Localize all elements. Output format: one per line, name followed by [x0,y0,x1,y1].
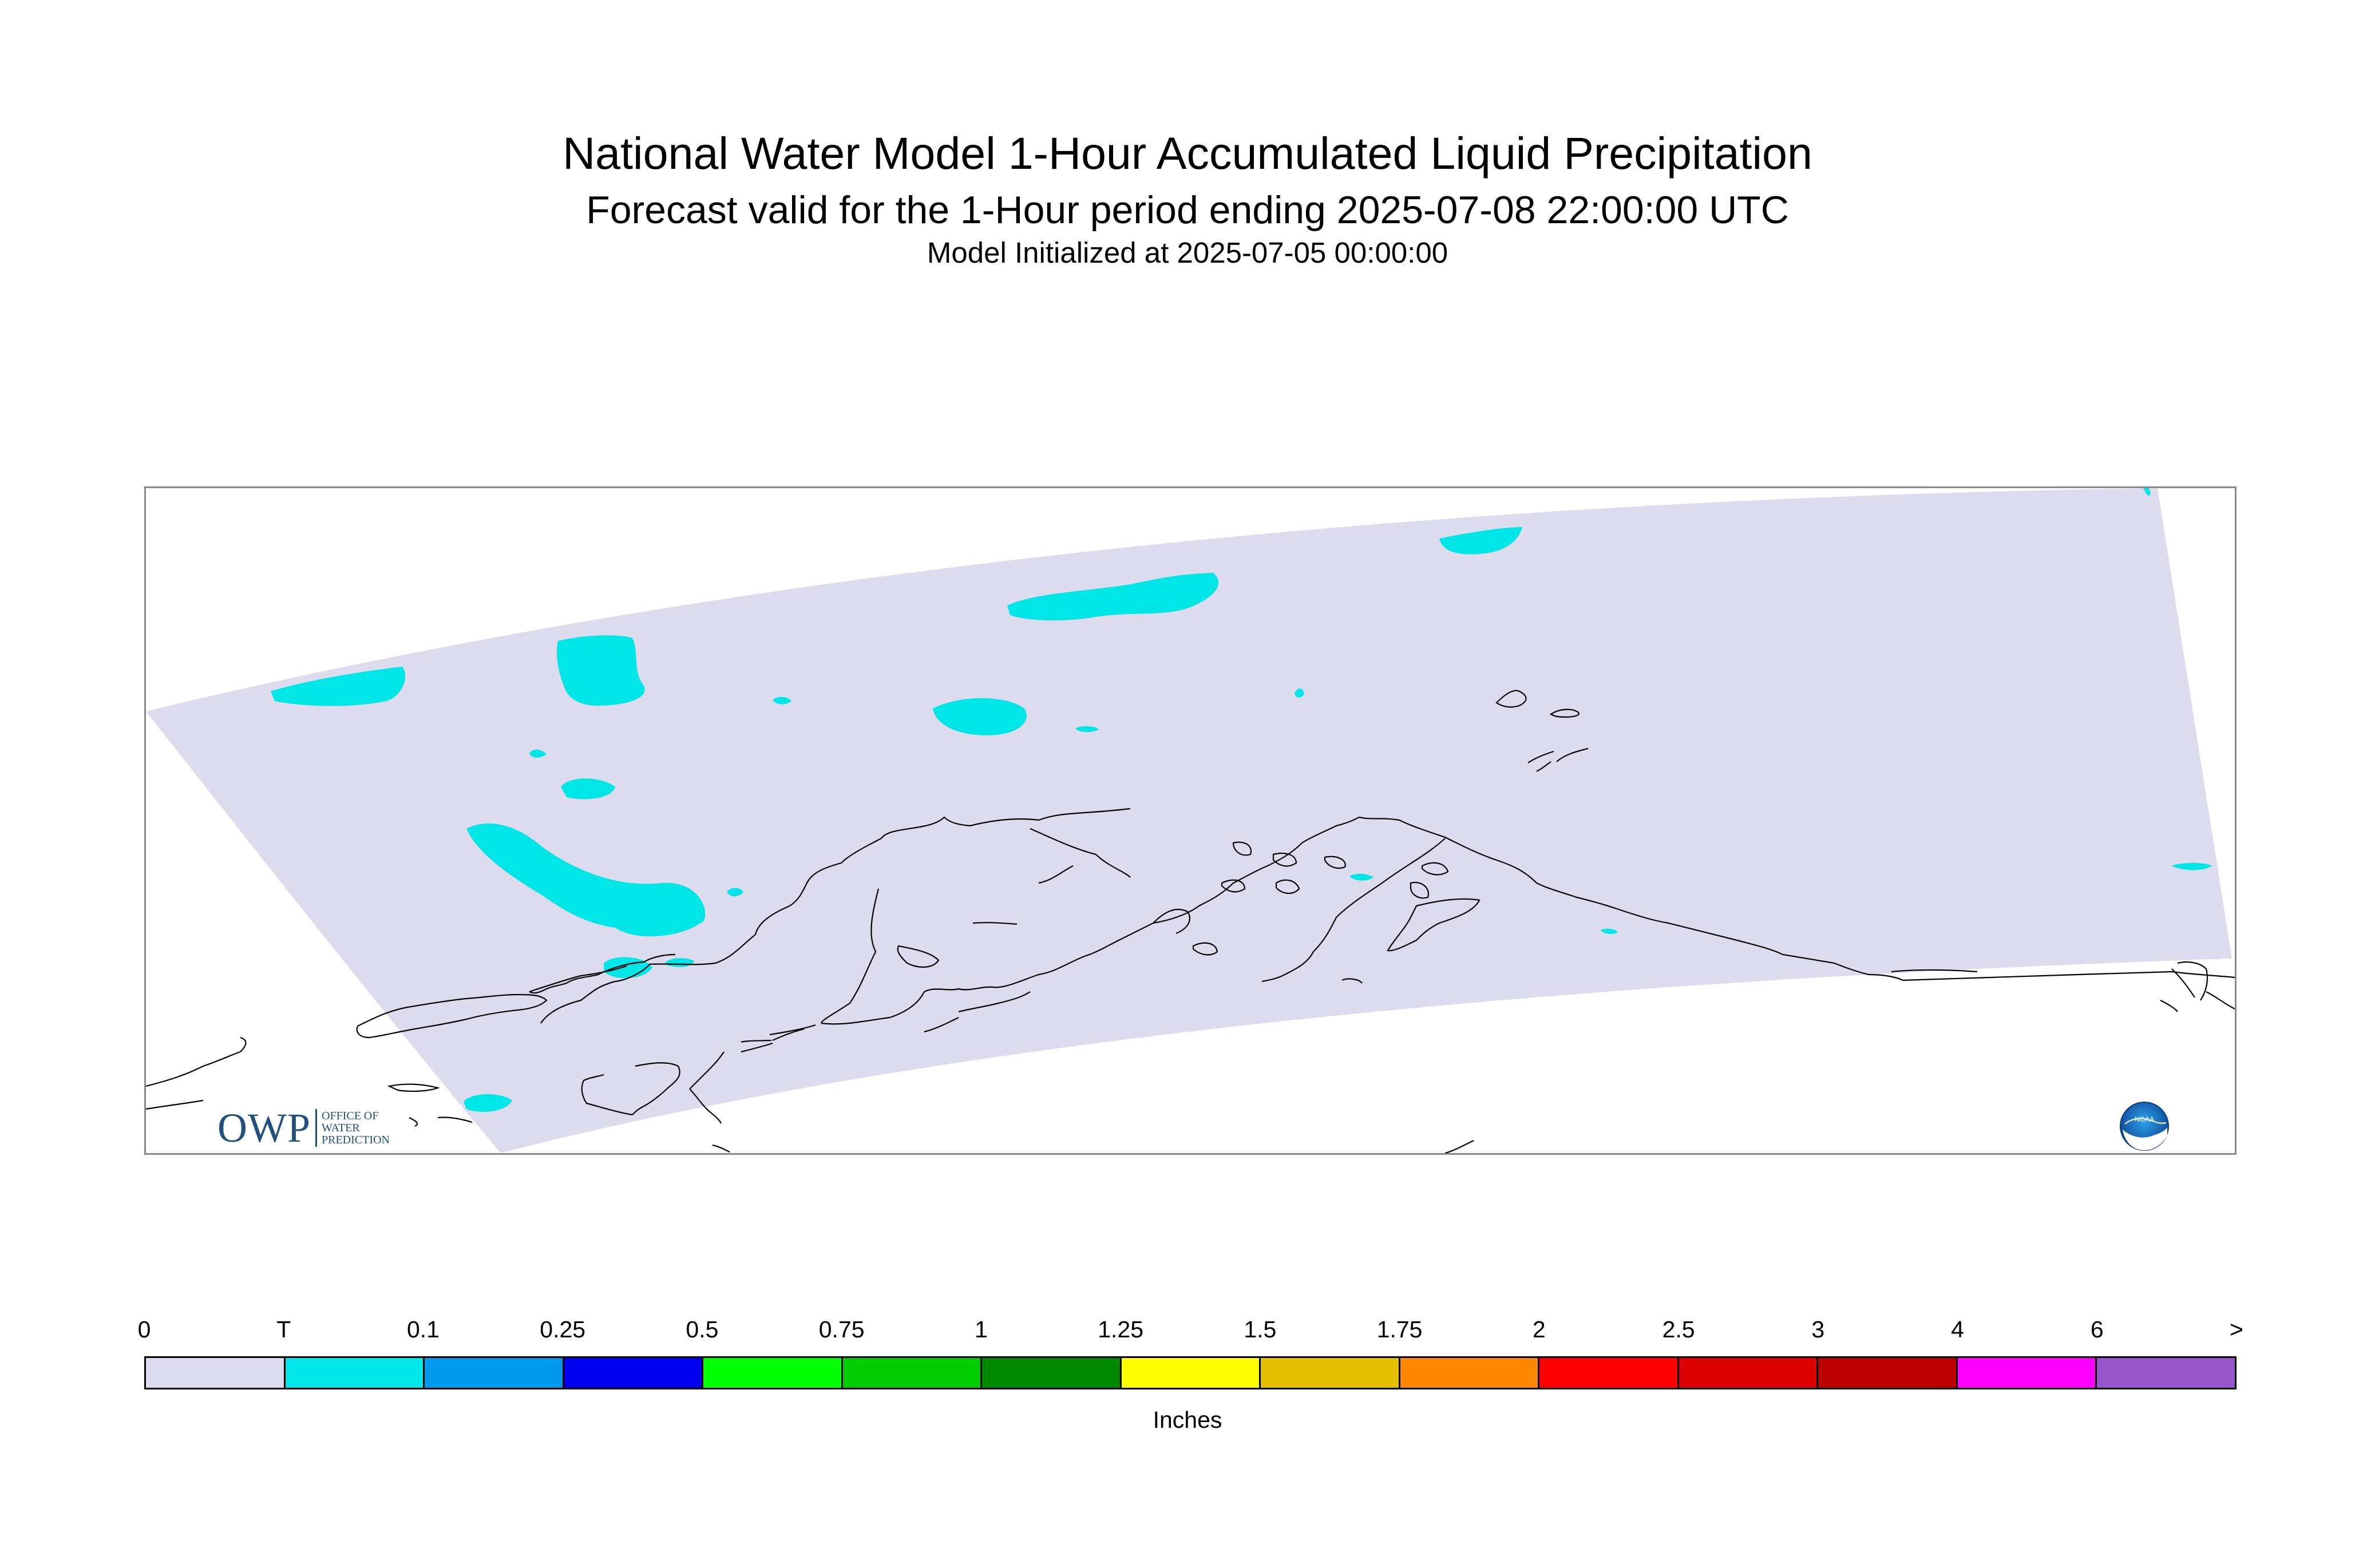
legend-tick-label: 6 [2090,1316,2104,1343]
legend-swatch [982,1358,1122,1388]
legend-tick-label: 0.75 [818,1316,865,1343]
legend-tick-label: 1.25 [1098,1316,1144,1343]
legend-swatch [425,1358,564,1388]
legend-swatch [1539,1358,1679,1388]
legend-swatch [564,1358,704,1388]
legend-tick-label: 4 [1951,1316,1964,1343]
legend-tick-label: 2.5 [1662,1316,1695,1343]
noaa-logo-text: NOAA [2135,1115,2154,1123]
legend-tick-label: 1.5 [1244,1316,1277,1343]
legend-swatch [1261,1358,1400,1388]
legend-swatch [285,1358,425,1388]
map-panel[interactable] [144,486,2237,1155]
legend-swatch [703,1358,843,1388]
legend-tick-label: > [2230,1316,2243,1343]
owp-logo: OWP Office of Water Prediction [217,1107,390,1149]
legend-swatch [1818,1358,1958,1388]
legend-tick-label: 0.5 [686,1316,719,1343]
legend-tick-label: T [276,1316,291,1343]
legend-tick-label: 0 [137,1316,151,1343]
legend-tick-label: 0.1 [406,1316,440,1343]
coastline [146,690,2235,1153]
legend-tick-label: 3 [1811,1316,1825,1343]
owp-logo-letters: OWP [217,1105,311,1151]
legend-swatch [1121,1358,1261,1388]
map-title: National Water Model 1-Hour Accumulated … [563,128,1812,179]
legend-tick-label: 1.75 [1376,1316,1423,1343]
legend-colorbar [144,1356,2237,1389]
legend-swatch [1679,1358,1819,1388]
owp-logo-subtitle: Office of Water Prediction [322,1109,390,1146]
legend-swatch [842,1358,983,1388]
trace-precipitation-areas [271,488,2212,1112]
legend-swatch [146,1358,286,1388]
legend-swatch [1957,1358,2097,1388]
legend-unit-label: Inches [1153,1407,1222,1433]
legend-tick-label: 2 [1532,1316,1546,1343]
forecast-valid-subtitle: Forecast valid for the 1-Hour period end… [586,188,1789,232]
legend-swatch [1400,1358,1540,1388]
precipitation-map [146,488,2235,1153]
legend-swatch [2097,1358,2235,1388]
model-init-subtitle: Model Initialized at 2025-07-05 00:00:00 [927,236,1448,269]
model-domain [146,488,2232,1153]
noaa-logo: NOAA [2120,1102,2169,1151]
legend-tick-label: 0.25 [540,1316,586,1343]
legend-tick-label: 1 [974,1316,988,1343]
